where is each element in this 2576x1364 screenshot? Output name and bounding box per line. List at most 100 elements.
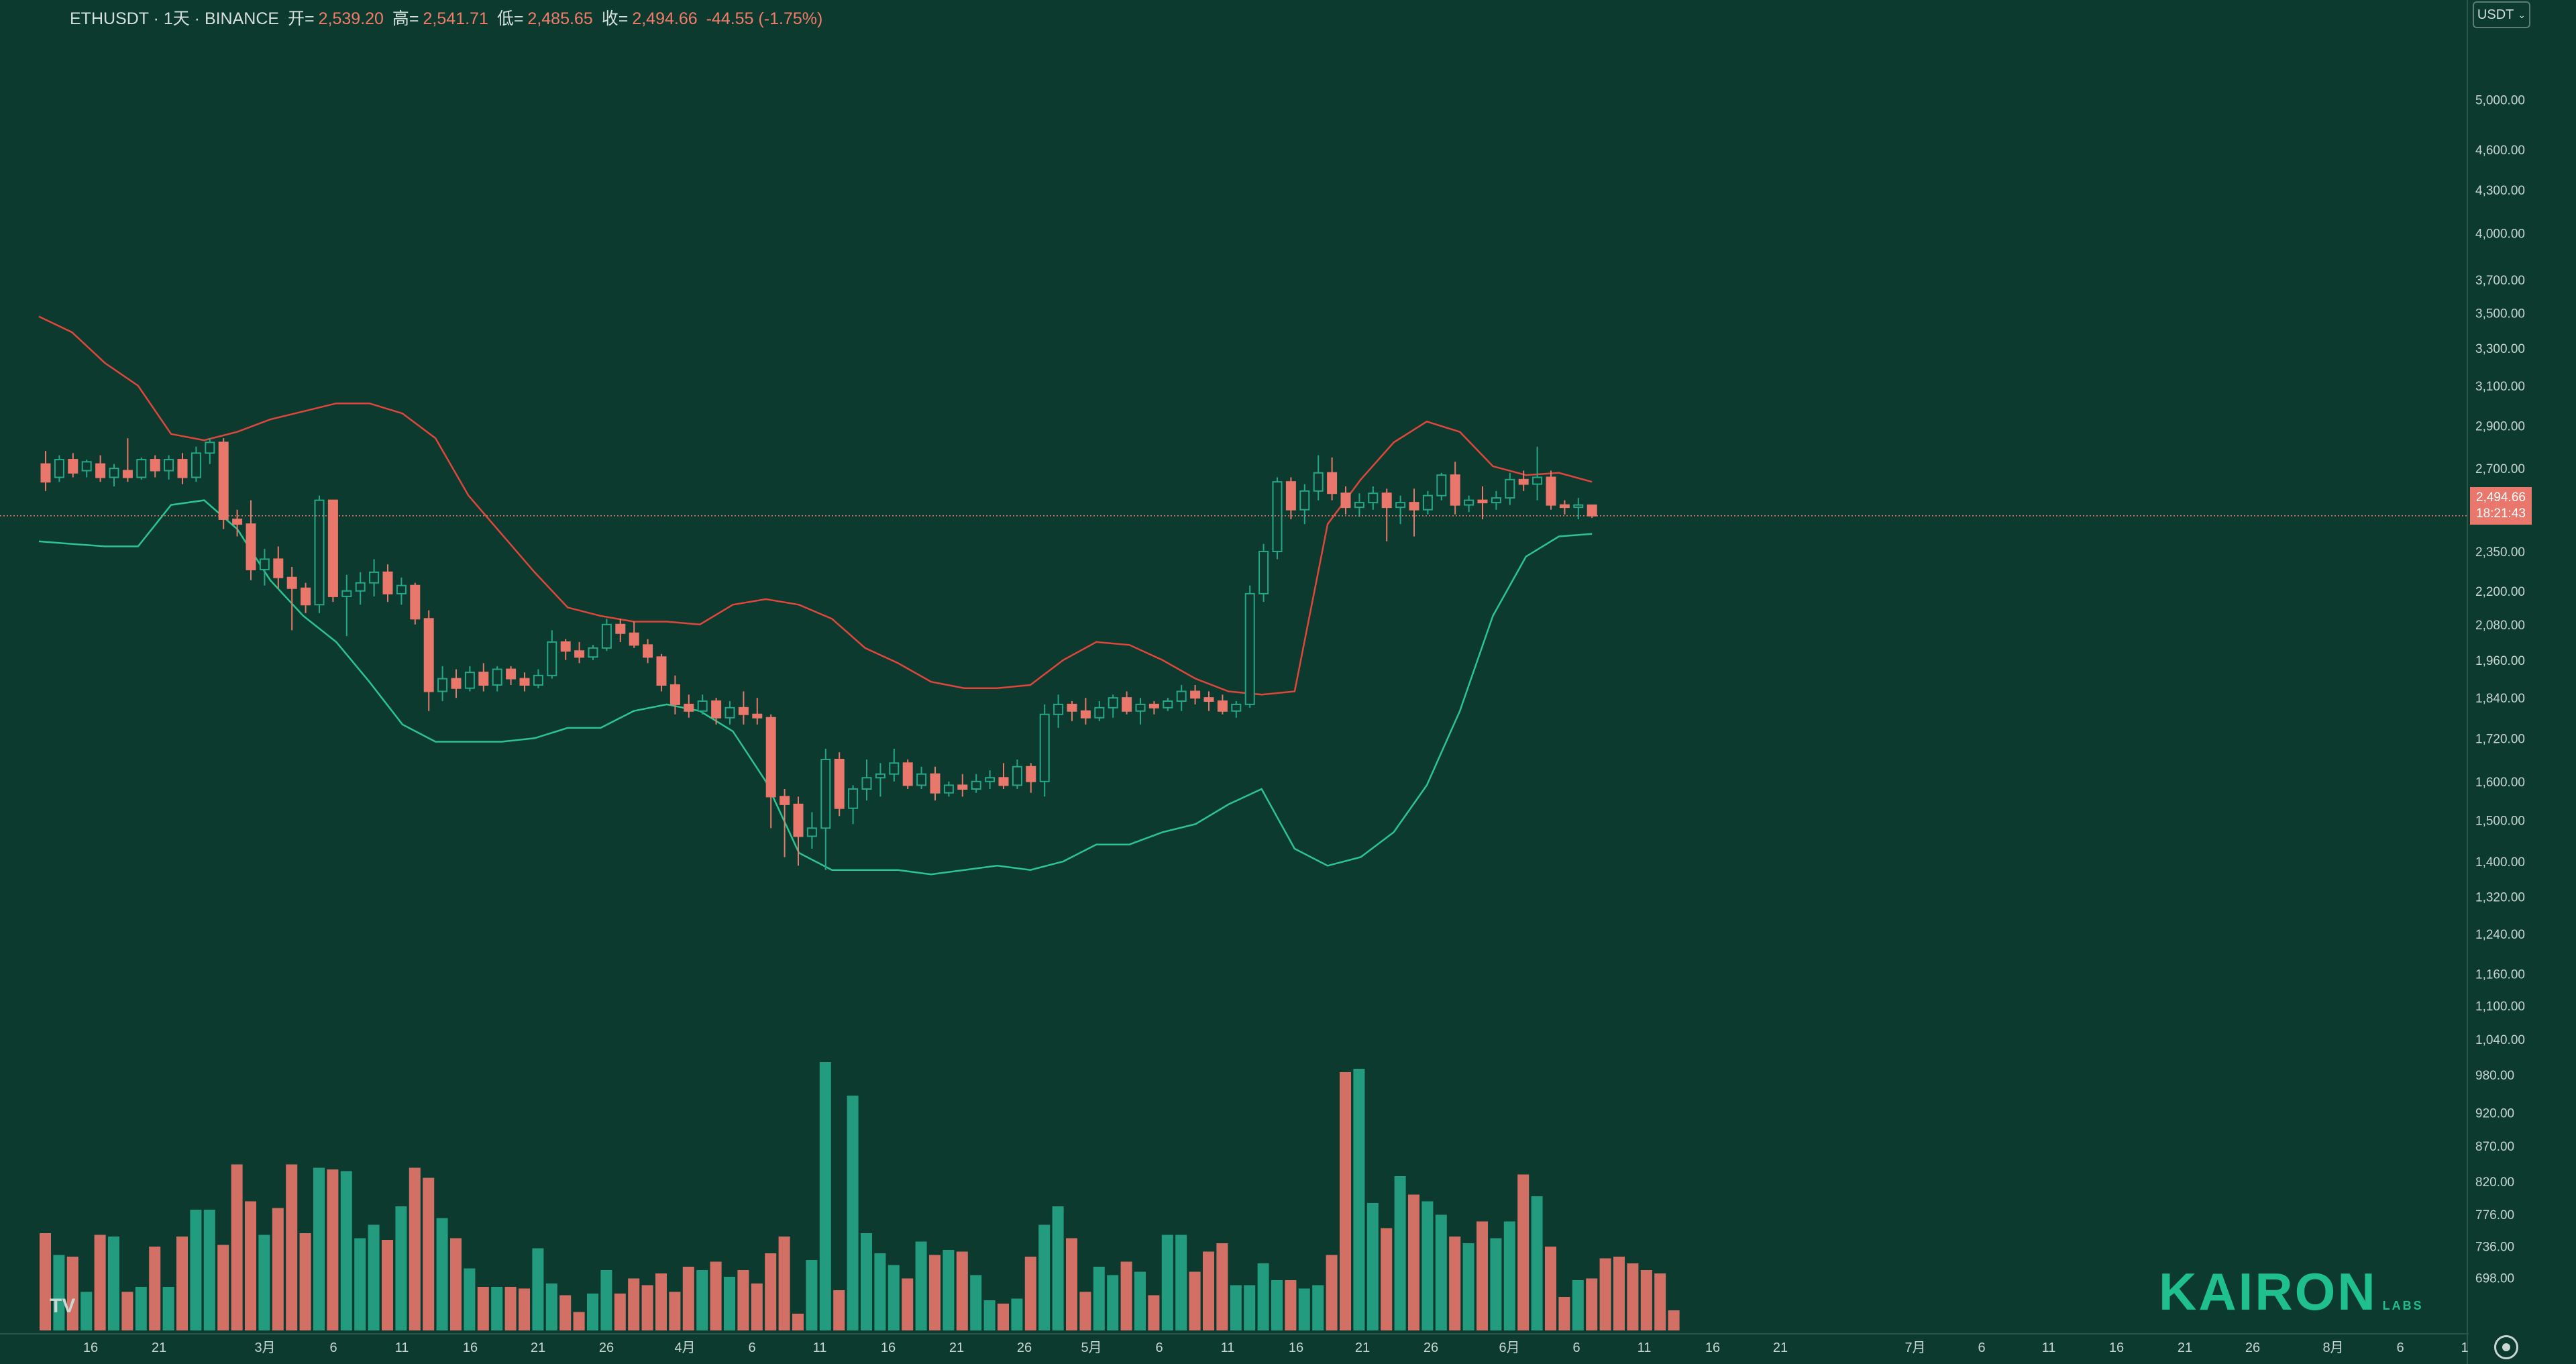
candle — [191, 446, 201, 482]
candle-body — [711, 700, 722, 719]
time-tick-label: 5月 — [1081, 1341, 1102, 1355]
candle-body — [656, 656, 667, 686]
volume-bar — [1066, 1238, 1077, 1330]
price-tick-label: 1,960.00 — [2475, 654, 2525, 668]
price-axis[interactable]: 5,000.00 4,600.00 4,300.00 4,000.00 3,700.00… — [2467, 0, 2525, 1364]
time-tick-label: 16 — [881, 1341, 896, 1355]
candle — [1559, 500, 1570, 515]
candle — [1258, 543, 1269, 602]
candle — [1122, 691, 1132, 715]
candle — [95, 455, 106, 482]
candle — [1299, 484, 1310, 525]
candle-body — [1190, 690, 1201, 699]
volume-bar — [504, 1287, 517, 1330]
volume-bar — [1462, 1243, 1474, 1330]
candle — [1080, 698, 1091, 725]
tradingview-logo-icon[interactable]: TV — [50, 1295, 76, 1317]
candle-body — [1217, 700, 1228, 712]
volume-bar — [628, 1278, 640, 1330]
candle-body — [533, 674, 543, 686]
candle — [286, 567, 297, 631]
candle — [793, 796, 804, 866]
logo-sub: LABS — [2382, 1299, 2424, 1312]
candle — [396, 577, 407, 605]
candle — [560, 639, 571, 660]
candle-body — [806, 827, 817, 837]
candle — [1012, 759, 1022, 790]
volume-bar — [888, 1265, 900, 1330]
volume-bar — [368, 1224, 380, 1330]
candle — [1368, 486, 1379, 510]
time-tick-label: 6 — [329, 1341, 337, 1355]
candle-body — [410, 584, 421, 620]
candle-body — [697, 700, 708, 712]
candle-body — [560, 641, 571, 652]
candle — [1135, 698, 1146, 725]
volume-bar — [655, 1273, 667, 1330]
candle — [957, 774, 968, 797]
candle-body — [793, 803, 804, 837]
close-label: 收= — [601, 9, 629, 28]
candle-body — [218, 441, 229, 520]
volume-bar — [94, 1235, 106, 1330]
volume-bar — [382, 1240, 393, 1330]
volume-bar — [669, 1292, 681, 1330]
candle — [765, 714, 776, 829]
high-label: 高= — [392, 9, 419, 28]
volume-bar — [340, 1171, 352, 1330]
volume-bar — [1517, 1174, 1529, 1330]
candle — [506, 666, 517, 685]
volume-bar — [1298, 1288, 1310, 1330]
candle-body — [985, 777, 996, 782]
candle-body — [684, 703, 694, 712]
candles — [40, 438, 1597, 870]
candle — [1491, 490, 1501, 510]
volume-bar — [559, 1295, 572, 1330]
candle-body — [848, 788, 859, 809]
candle-body — [164, 459, 174, 472]
candle-body — [1587, 504, 1597, 517]
candle — [122, 438, 133, 482]
volume-bar — [1161, 1235, 1173, 1330]
currency-button[interactable]: USDT ⌄ — [2473, 1, 2530, 28]
candle-body — [643, 644, 653, 658]
candle — [218, 438, 229, 529]
time-tick-label: 11 — [395, 1341, 409, 1355]
candle-body — [1532, 476, 1543, 485]
volume-bar — [1216, 1243, 1228, 1330]
volume-bar — [874, 1253, 886, 1330]
candle-body — [232, 518, 243, 525]
volume-bar — [1189, 1271, 1201, 1330]
candle-body — [191, 452, 201, 478]
volume-bar — [682, 1267, 694, 1330]
volume-bar — [190, 1210, 202, 1330]
candle — [273, 546, 284, 588]
volume-bar — [545, 1283, 557, 1330]
time-tick-label: 16 — [463, 1341, 478, 1355]
volume-bar — [1093, 1267, 1105, 1330]
close-value: 2,494.66 — [632, 9, 698, 28]
time-tick-label: 21 — [1355, 1341, 1370, 1355]
candle — [1518, 470, 1529, 491]
candle-body — [629, 632, 639, 646]
candle-body — [615, 623, 626, 634]
volume-bar — [956, 1251, 968, 1330]
candle — [1039, 704, 1050, 797]
candle — [40, 451, 51, 491]
volume-bar — [1175, 1235, 1187, 1330]
time-axis[interactable]: 16 21 3月 6 11 16 21 26 4月 6 11 16 21 26 5月 6 11 16 21 26 6月 6… — [0, 1333, 2469, 1355]
candle-body — [109, 468, 119, 478]
candle — [1163, 698, 1173, 711]
high-value: 2,541.71 — [423, 9, 488, 28]
volume-bar — [66, 1257, 78, 1330]
volume-bar — [792, 1314, 804, 1330]
candle — [464, 666, 475, 692]
volume-bar — [286, 1164, 298, 1330]
candle — [601, 619, 612, 651]
settings-icon[interactable] — [2494, 1335, 2518, 1359]
volume-bar — [1503, 1221, 1515, 1330]
candle — [1450, 462, 1460, 515]
candle — [752, 698, 763, 725]
volume-bar — [1312, 1285, 1324, 1330]
